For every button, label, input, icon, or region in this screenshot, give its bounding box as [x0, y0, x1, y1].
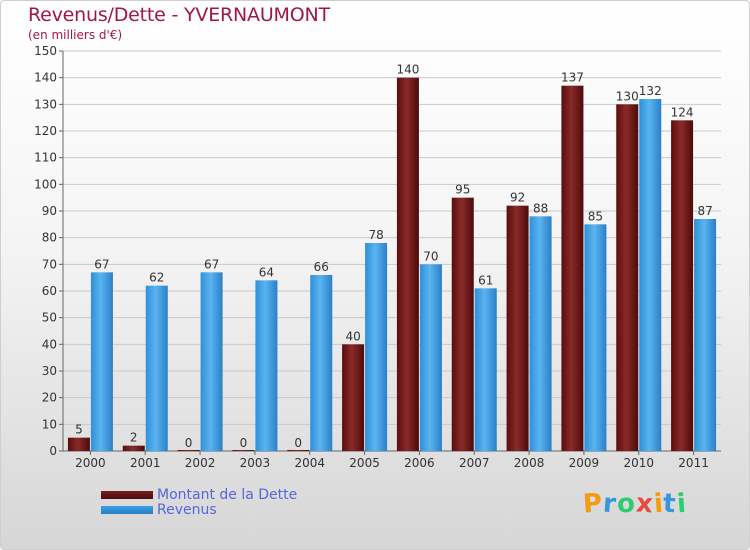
data-label: 140: [396, 63, 419, 77]
data-label: 0: [294, 436, 302, 450]
data-label: 67: [204, 257, 219, 271]
y-tick-label: 140: [34, 71, 57, 85]
data-label: 124: [671, 105, 694, 119]
x-tick-label: 2002: [185, 456, 216, 470]
data-label: 62: [149, 271, 164, 285]
bar-dette: [616, 104, 639, 451]
x-tick-label: 2011: [678, 456, 709, 470]
x-tick-label: 2003: [240, 456, 271, 470]
y-tick-label: 80: [42, 231, 57, 245]
legend: Montant de la Dette Revenus: [101, 486, 298, 518]
bar-revenus: [365, 243, 388, 451]
y-tick-label: 100: [34, 177, 57, 191]
y-tick-label: 50: [42, 311, 57, 325]
y-tick-label: 0: [49, 444, 57, 458]
bar-revenus: [474, 288, 497, 451]
legend-item-revenue: Revenus: [101, 501, 297, 518]
x-tick-label: 2010: [623, 456, 654, 470]
y-tick-label: 70: [42, 257, 57, 271]
x-tick-label: 2000: [75, 456, 106, 470]
data-label: 137: [561, 71, 584, 85]
bar-revenus: [200, 272, 223, 451]
y-tick-label: 20: [42, 391, 57, 405]
data-label: 5: [75, 423, 83, 437]
legend-swatch-debt: [101, 490, 153, 499]
data-label: 67: [94, 257, 109, 271]
bar-dette: [451, 197, 474, 451]
x-tick-label: 2009: [569, 456, 600, 470]
legend-item-debt: Montant de la Dette: [101, 486, 298, 503]
bar-revenus: [145, 285, 168, 451]
data-label: 66: [314, 260, 329, 274]
data-label: 87: [697, 204, 712, 218]
y-tick-label: 40: [42, 337, 57, 351]
data-label: 78: [368, 228, 383, 242]
y-tick-label: 120: [34, 124, 57, 138]
x-tick-label: 2006: [404, 456, 435, 470]
x-tick-label: 2004: [294, 456, 325, 470]
bar-dette: [122, 445, 145, 451]
data-label: 61: [478, 273, 493, 287]
bar-revenus: [310, 275, 333, 451]
logo-letter: P: [581, 488, 605, 520]
data-label: 0: [240, 436, 248, 450]
data-label: 95: [455, 183, 470, 197]
y-tick-label: 60: [42, 284, 57, 298]
bar-revenus: [584, 224, 607, 451]
x-tick-label: 2001: [130, 456, 161, 470]
data-label: 40: [345, 329, 360, 343]
data-label: 92: [510, 191, 525, 205]
data-label: 70: [423, 249, 438, 263]
legend-label-debt: Montant de la Dette: [157, 486, 298, 503]
bar-dette: [342, 344, 365, 451]
data-label: 64: [259, 265, 274, 279]
chart-subtitle: (en milliers d'€): [28, 28, 123, 42]
bar-revenus: [419, 264, 442, 451]
bar-dette: [561, 85, 584, 452]
bar-revenus: [90, 272, 113, 451]
x-tick-label: 2007: [459, 456, 490, 470]
y-tick-label: 90: [42, 204, 57, 218]
logo-letter: o: [615, 488, 637, 520]
bar-dette: [232, 450, 255, 451]
chart-title: Revenus/Dette - YVERNAUMONT: [28, 4, 330, 26]
data-label: 88: [533, 201, 548, 215]
y-tick-label: 130: [34, 97, 57, 111]
bar-dette: [506, 205, 529, 451]
bar-dette: [671, 120, 694, 451]
y-tick-label: 10: [42, 417, 57, 431]
data-label: 0: [185, 436, 193, 450]
bar-dette: [67, 437, 90, 451]
legend-label-revenue: Revenus: [157, 501, 217, 518]
x-tick-label: 2008: [514, 456, 545, 470]
proxiti-logo: Proxiti: [581, 488, 688, 520]
bar-revenus: [255, 280, 278, 451]
x-tick-label: 2005: [349, 456, 380, 470]
y-tick-label: 150: [34, 44, 57, 58]
bar-revenus: [694, 219, 717, 451]
y-tick-label: 30: [42, 364, 57, 378]
data-label: 130: [616, 89, 639, 103]
y-tick-label: 110: [34, 151, 57, 165]
logo-letter: i: [675, 488, 688, 520]
bar-revenus: [639, 99, 662, 451]
legend-swatch-revenue: [101, 505, 153, 514]
data-label: 85: [588, 209, 603, 223]
bar-dette: [287, 450, 310, 451]
bar-dette: [177, 450, 200, 451]
data-label: 2: [130, 431, 138, 445]
bar-dette: [396, 77, 419, 452]
bar-revenus: [529, 216, 552, 451]
logo-letter: x: [634, 488, 655, 520]
data-label: 132: [639, 84, 662, 98]
